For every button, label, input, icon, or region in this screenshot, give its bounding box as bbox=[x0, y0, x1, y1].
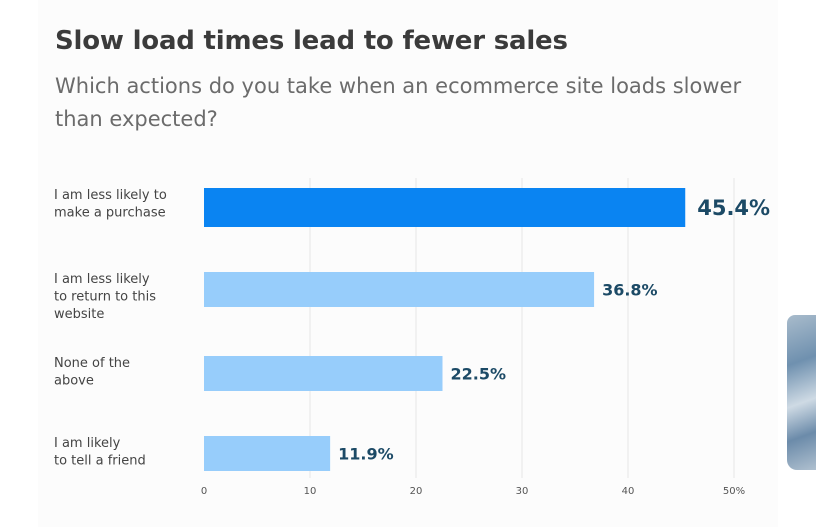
category-label: None of the above bbox=[54, 356, 130, 389]
chart-card bbox=[38, 0, 778, 527]
category-label-line: above bbox=[54, 374, 94, 389]
bar bbox=[204, 356, 443, 391]
x-tick-label: 20 bbox=[410, 486, 423, 497]
x-tick-label: 30 bbox=[516, 486, 529, 497]
x-tick-label: 0 bbox=[201, 486, 207, 497]
decorative-image-edge bbox=[787, 315, 816, 470]
category-label-line: I am less likely to bbox=[54, 188, 167, 203]
x-tick-label: 50% bbox=[723, 486, 745, 497]
x-tick-label: 40 bbox=[622, 486, 635, 497]
x-tick-label: 10 bbox=[304, 486, 317, 497]
category-label-line: website bbox=[54, 307, 104, 322]
value-label: 22.5% bbox=[451, 364, 507, 383]
value-label: 45.4% bbox=[697, 196, 770, 220]
chart-subtitle: Which actions do you take when an ecomme… bbox=[55, 74, 742, 131]
bar bbox=[204, 188, 686, 227]
category-label: I am less likely to make a purchase bbox=[54, 188, 167, 221]
category-label-line: I am likely bbox=[54, 436, 121, 451]
category-label: I am less likely to return to this website bbox=[54, 272, 156, 322]
category-label-line: to return to this bbox=[54, 290, 156, 305]
bar bbox=[204, 436, 331, 471]
category-label: I am likely to tell a friend bbox=[54, 436, 146, 469]
category-label-line: None of the bbox=[54, 356, 130, 371]
value-label: 36.8% bbox=[602, 280, 658, 299]
category-label-line: I am less likely bbox=[54, 272, 150, 287]
category-label-line: make a purchase bbox=[54, 206, 166, 221]
bar bbox=[204, 272, 595, 307]
chart-title: Slow load times lead to fewer sales bbox=[55, 26, 568, 56]
value-label: 11.9% bbox=[338, 444, 394, 463]
category-label-line: to tell a friend bbox=[54, 454, 146, 469]
